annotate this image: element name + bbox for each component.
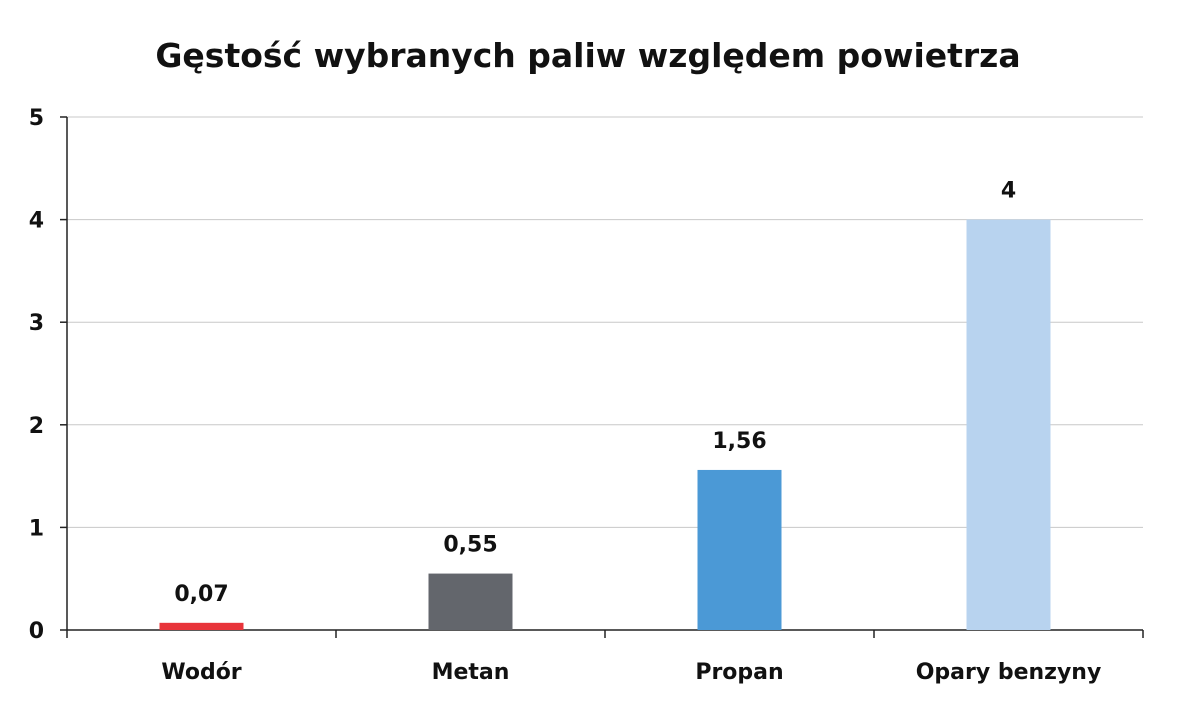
category-label: Metan (432, 660, 510, 685)
bar-metan (428, 573, 513, 630)
bar-propan (697, 469, 782, 630)
y-tick-label: 2 (29, 414, 44, 439)
axes (60, 116, 1144, 638)
gridlines (67, 116, 1143, 528)
bars (159, 219, 1051, 630)
data-label: 4 (1001, 179, 1016, 204)
category-label: Opary benzyny (916, 660, 1102, 685)
data-label: 0,07 (174, 582, 228, 607)
y-tick-label: 0 (29, 619, 44, 644)
data-label: 0,55 (443, 533, 497, 558)
chart-title: Gęstość wybranych paliw względem powietr… (155, 36, 1020, 75)
y-tick-label: 4 (29, 209, 44, 234)
y-tick-label: 5 (29, 106, 44, 131)
labels: 0 1 2 3 4 5 0,07 Wodór 0,55 Metan 1,56 Propan 4 Opary… (29, 106, 1102, 685)
bar-opary-benzyny (966, 219, 1051, 630)
category-label: Wodór (161, 660, 241, 685)
bar-wodór (159, 622, 244, 630)
y-tick-label: 3 (29, 311, 44, 336)
data-label: 1,56 (712, 429, 766, 454)
y-tick-label: 1 (29, 516, 44, 541)
category-label: Propan (695, 660, 783, 685)
